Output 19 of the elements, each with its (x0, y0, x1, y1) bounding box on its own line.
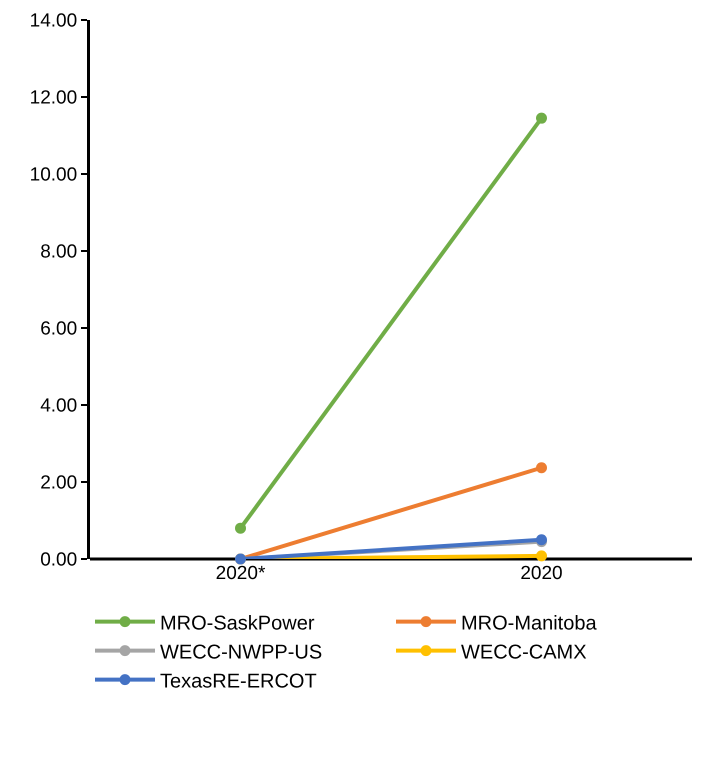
x-tick-label: 2020 (520, 563, 563, 584)
legend-label: TexasRE-ERCOT (160, 670, 317, 692)
point (235, 522, 246, 534)
legend-label: WECC-NWPP-US (160, 641, 322, 664)
y-tick-label: 12.00 (30, 88, 78, 109)
y-tick-label: 2.00 (40, 472, 78, 494)
point (536, 462, 547, 474)
point (536, 112, 547, 124)
y-tick-label: 10.00 (30, 164, 78, 186)
y-tick-label: 0.00 (40, 550, 78, 571)
legend-label: MRO-SaskPower (160, 612, 315, 634)
y-tick-label: 8.00 (40, 242, 78, 263)
y-tick-label: 6.00 (40, 318, 78, 340)
legend-label: MRO-Manitoba (461, 612, 598, 634)
y-tick-label: 4.00 (40, 396, 78, 417)
x-tick-label: 2020* (216, 563, 266, 584)
point (536, 550, 547, 562)
legend-label: WECC-CAMX (461, 641, 587, 664)
y-tick-label: 14.00 (30, 10, 78, 32)
